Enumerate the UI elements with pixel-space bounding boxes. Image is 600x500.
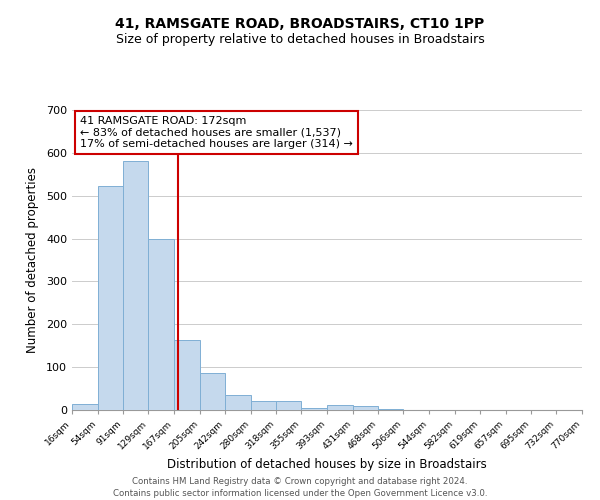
Text: 41, RAMSGATE ROAD, BROADSTAIRS, CT10 1PP: 41, RAMSGATE ROAD, BROADSTAIRS, CT10 1PP [115,18,485,32]
Bar [225,395,251,410]
Bar [378,409,403,410]
X-axis label: Distribution of detached houses by size in Broadstairs: Distribution of detached houses by size … [167,458,487,471]
Bar [353,406,378,410]
Text: Contains public sector information licensed under the Open Government Licence v3: Contains public sector information licen… [113,489,487,498]
Bar [276,400,301,410]
Text: Size of property relative to detached houses in Broadstairs: Size of property relative to detached ho… [116,32,484,46]
Bar [327,405,353,410]
Text: 41 RAMSGATE ROAD: 172sqm
← 83% of detached houses are smaller (1,537)
17% of sem: 41 RAMSGATE ROAD: 172sqm ← 83% of detach… [80,116,353,149]
Bar [251,400,276,410]
Bar [123,162,148,410]
Bar [301,408,327,410]
Text: Contains HM Land Registry data © Crown copyright and database right 2024.: Contains HM Land Registry data © Crown c… [132,478,468,486]
Y-axis label: Number of detached properties: Number of detached properties [26,167,39,353]
Bar [148,238,174,410]
Bar [174,340,200,410]
Bar [98,186,123,410]
Bar [72,404,98,410]
Bar [200,372,225,410]
